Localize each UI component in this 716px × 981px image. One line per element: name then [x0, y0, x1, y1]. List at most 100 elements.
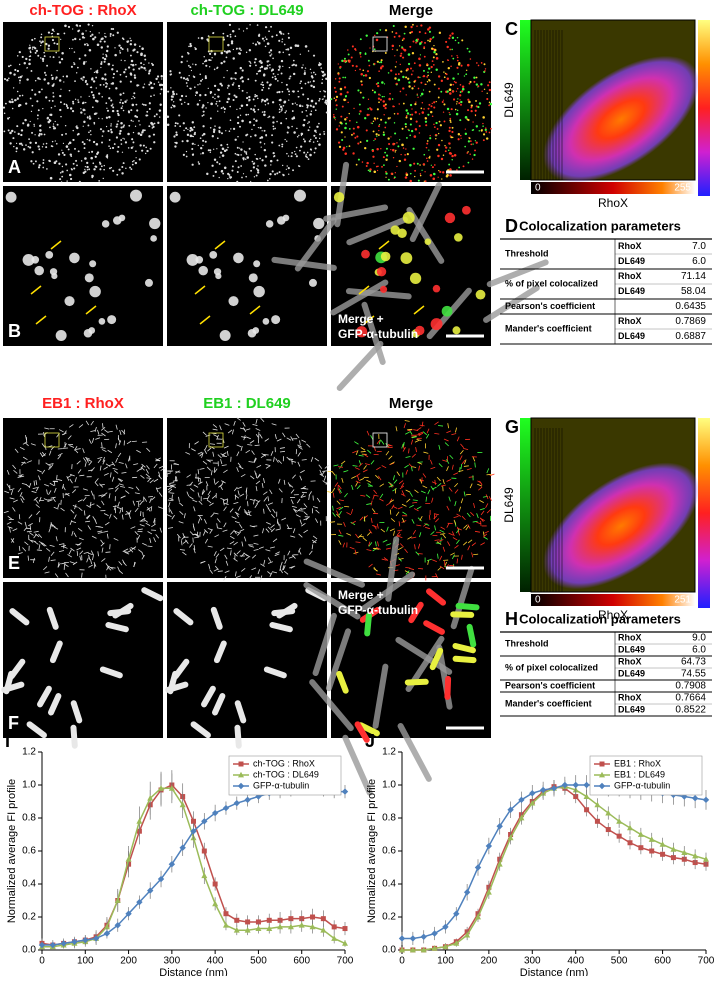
speck: [63, 154, 65, 156]
speck: [430, 174, 433, 177]
speck: [113, 77, 115, 79]
speck: [471, 110, 473, 112]
speck: [241, 120, 244, 123]
speck: [347, 102, 349, 104]
speck: [64, 103, 66, 105]
speck: [449, 88, 452, 91]
speck: [254, 61, 256, 63]
speck: [401, 144, 404, 147]
speck: [235, 72, 237, 74]
speck: [70, 178, 72, 180]
speck: [209, 149, 211, 151]
speck: [205, 107, 206, 108]
speck: [190, 127, 192, 129]
speck: [396, 49, 398, 51]
speck: [300, 80, 302, 82]
speck: [456, 101, 457, 102]
speck: [312, 106, 314, 108]
punctum: [271, 315, 280, 324]
speck: [204, 94, 206, 96]
speck: [112, 110, 114, 112]
speck: [451, 108, 453, 110]
speck: [194, 144, 195, 145]
speck: [432, 60, 434, 62]
speck: [276, 121, 278, 123]
speck: [461, 90, 463, 92]
speck: [103, 84, 105, 86]
speck: [28, 63, 31, 66]
speck: [455, 40, 457, 42]
speck: [33, 124, 34, 125]
speck: [489, 102, 491, 104]
speck: [399, 103, 400, 104]
speck: [172, 91, 174, 93]
speck: [221, 170, 223, 172]
punctum: [380, 286, 387, 293]
speck: [261, 89, 263, 91]
speck: [368, 99, 369, 100]
speck: [344, 127, 347, 130]
speck: [465, 116, 468, 119]
speck: [424, 171, 425, 172]
speck: [242, 141, 243, 142]
speck: [269, 55, 271, 57]
speck: [305, 83, 307, 85]
speck: [487, 93, 488, 94]
speck: [432, 177, 435, 180]
speck: [63, 81, 64, 82]
speck: [29, 142, 31, 144]
speck: [458, 42, 460, 44]
speck: [294, 151, 295, 152]
speck: [219, 100, 221, 102]
speck: [91, 77, 93, 79]
speck: [419, 77, 420, 78]
speck: [84, 113, 85, 114]
speck: [205, 65, 207, 67]
speck: [227, 35, 229, 37]
speck: [34, 47, 36, 49]
speck: [302, 105, 304, 107]
speck: [394, 176, 396, 178]
speck: [434, 164, 436, 166]
speck: [372, 90, 374, 92]
panel-title: Merge: [389, 2, 433, 19]
speck: [419, 125, 421, 127]
punctum: [99, 318, 106, 325]
speck: [66, 170, 68, 172]
speck: [10, 65, 12, 67]
speck: [323, 90, 324, 91]
speck: [42, 162, 44, 164]
speck: [449, 119, 451, 121]
speck: [476, 142, 478, 144]
speck: [432, 103, 433, 104]
speck: [427, 140, 429, 142]
comet: [367, 615, 369, 633]
speck: [338, 74, 340, 76]
speck: [48, 121, 51, 124]
speck: [132, 121, 133, 122]
speck: [316, 126, 318, 128]
speck: [240, 78, 242, 80]
speck: [125, 168, 126, 169]
speck: [216, 161, 218, 163]
punctum: [361, 250, 370, 259]
speck: [385, 159, 387, 161]
speck: [60, 39, 61, 40]
speck: [121, 172, 123, 174]
speck: [378, 98, 380, 100]
speck: [334, 98, 335, 99]
speck: [410, 118, 412, 120]
speck: [52, 146, 53, 147]
speck: [292, 91, 293, 92]
speck: [153, 134, 155, 136]
speck: [338, 141, 340, 143]
speck: [460, 104, 462, 106]
speck: [412, 70, 413, 71]
speck: [88, 168, 90, 170]
speck: [258, 35, 260, 37]
speck: [262, 82, 264, 84]
speck: [446, 175, 449, 178]
speck: [366, 129, 368, 131]
speck: [140, 62, 142, 64]
speck: [110, 99, 112, 101]
